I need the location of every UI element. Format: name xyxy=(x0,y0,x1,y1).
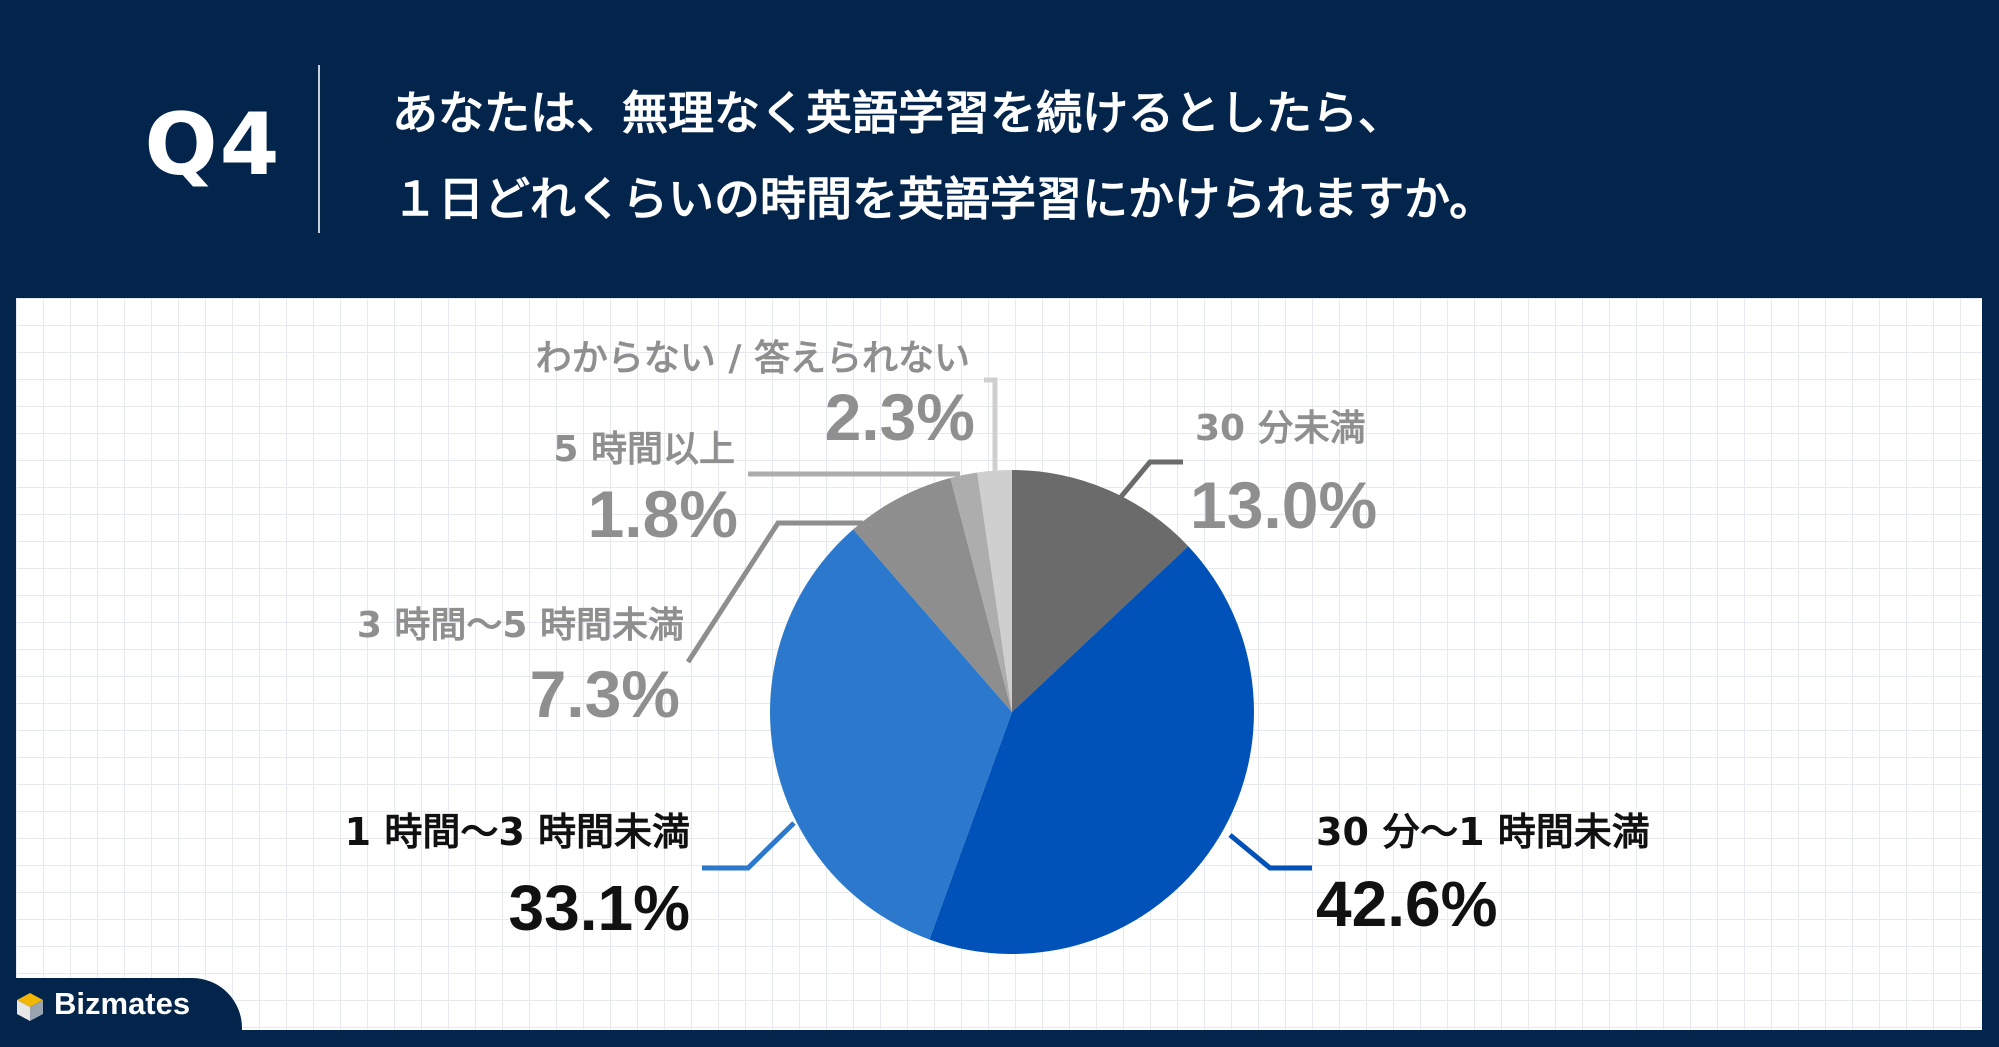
slice-value-3: 7.3% xyxy=(530,657,680,731)
slice-label-4: 5 時間以上 xyxy=(553,429,735,470)
question-text: あなたは、無理なく英語学習を続けるとしたら、 １日どれくらいの時間を英語学習にか… xyxy=(392,78,1952,250)
leader-line-0 xyxy=(1118,459,1183,500)
pie-slice-5 xyxy=(977,470,1012,712)
header: Q4 あなたは、無理なく英語学習を続けるとしたら、 １日どれくらいの時間を英語学… xyxy=(0,0,1999,295)
brand-name: Bizmates xyxy=(54,986,191,1021)
slice-value-1: 42.6% xyxy=(1316,868,1497,940)
slice-value-4: 1.8% xyxy=(588,477,738,551)
pie-slice-4 xyxy=(950,472,1012,712)
leader-line-1 xyxy=(1228,833,1312,871)
leader-line-5 xyxy=(984,377,998,474)
slice-label-3: 3 時間〜5 時間未満 xyxy=(357,605,684,646)
question-number: Q4 xyxy=(144,95,282,195)
leader-line-3 xyxy=(685,520,863,664)
header-divider xyxy=(318,65,320,233)
question-line-1: あなたは、無理なく英語学習を続けるとしたら、 xyxy=(392,86,1404,140)
slice-value-0: 13.0% xyxy=(1190,468,1377,542)
slice-value-5: 2.3% xyxy=(825,380,975,454)
slice-label-2: 1 時間〜3 時間未満 xyxy=(345,810,690,854)
slice-label-5: わからない / 答えられない xyxy=(536,338,970,379)
pie-slice-1 xyxy=(929,546,1254,954)
leader-line-2 xyxy=(702,821,796,871)
slice-value-2: 33.1% xyxy=(509,872,690,944)
slice-label-1: 30 分〜1 時間未満 xyxy=(1316,810,1650,854)
slice-label-0: 30 分未満 xyxy=(1195,408,1366,449)
question-line-2: １日どれくらいの時間を英語学習にかけられますか。 xyxy=(392,172,1496,226)
brand-tab: Bizmates xyxy=(0,978,242,1030)
pie-slice-2 xyxy=(770,529,1012,940)
bizmates-logo-icon xyxy=(17,993,43,1021)
pie-slice-3 xyxy=(853,477,1012,712)
pie-slice-0 xyxy=(1012,470,1189,712)
